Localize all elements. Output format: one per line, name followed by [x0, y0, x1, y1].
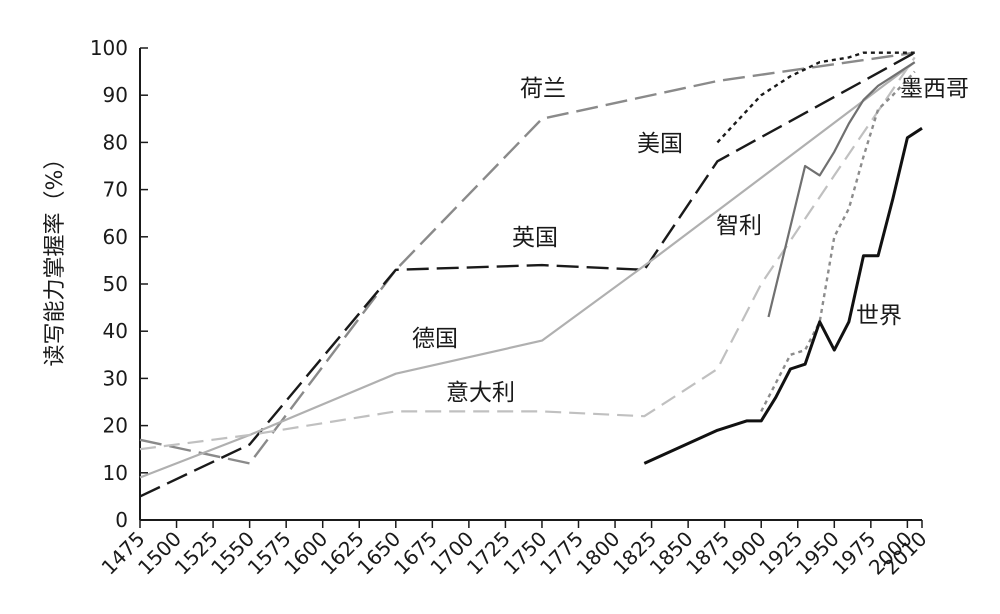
y-tick-label: 10	[103, 461, 128, 485]
label-netherlands: 荷兰	[520, 76, 566, 102]
y-tick-label: 40	[103, 319, 128, 343]
y-tick-label: 80	[103, 130, 128, 154]
y-tick-label: 100	[90, 36, 128, 60]
axes: 0102030405060708090100147515001525155015…	[90, 36, 932, 580]
label-chile: 智利	[716, 213, 762, 239]
y-tick-label: 70	[103, 178, 128, 202]
series-line-7	[643, 126, 923, 465]
label-uk: 英国	[512, 225, 558, 251]
y-axis-title: 读写能力掌握率（%）	[43, 148, 68, 367]
series-line-2	[716, 51, 915, 144]
series-line-4	[139, 56, 916, 451]
y-tick-label: 30	[103, 366, 128, 390]
series-line-5	[767, 61, 916, 318]
y-tick-label: 20	[103, 414, 128, 438]
series-line-0	[139, 51, 915, 465]
series-line-3	[139, 61, 916, 479]
series-line-6	[760, 70, 916, 412]
label-mexico: 墨西哥	[900, 76, 969, 102]
label-germany: 德国	[412, 326, 458, 352]
y-tick-label: 60	[103, 225, 128, 249]
y-tick-label: 50	[103, 272, 128, 296]
label-usa: 美国	[637, 131, 683, 157]
y-tick-label: 0	[115, 508, 128, 532]
series-lines	[139, 51, 923, 498]
series-labels: 荷兰 美国 墨西哥 智利 英国 世界 德国 意大利	[412, 76, 969, 406]
y-axis-label: 读写能力掌握率（%）	[43, 148, 68, 367]
label-italy: 意大利	[446, 380, 515, 406]
label-world: 世界	[856, 303, 902, 329]
series-line-1	[139, 51, 916, 498]
y-tick-label: 90	[103, 83, 128, 107]
